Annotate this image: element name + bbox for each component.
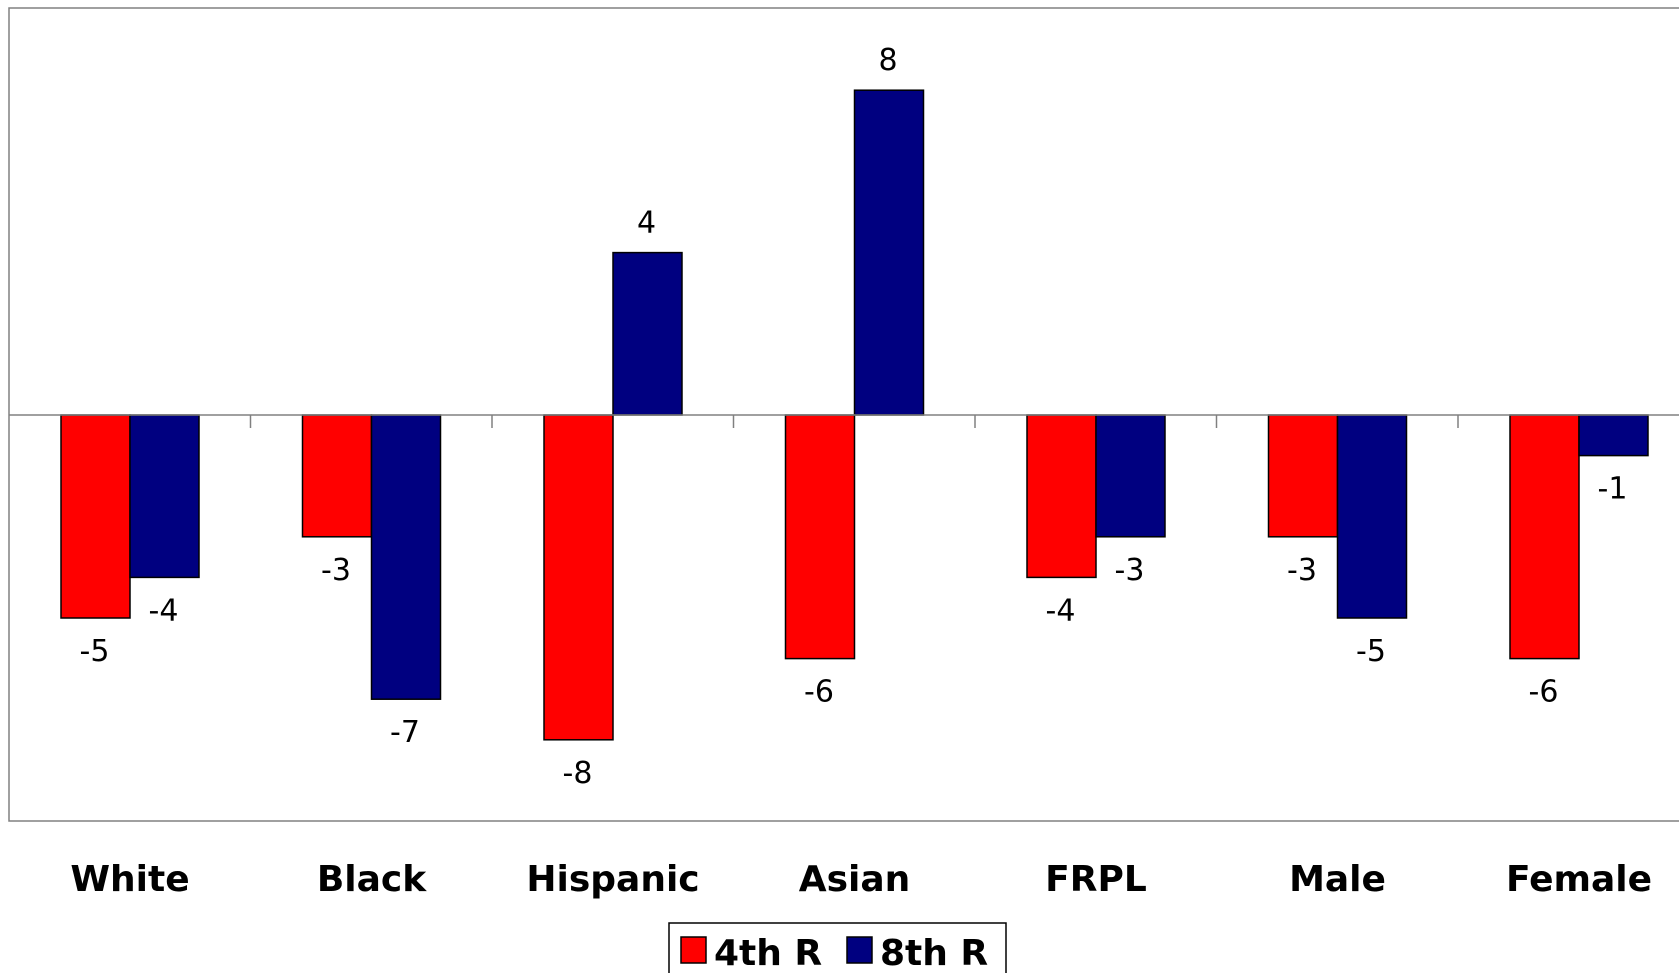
bar-male-8th-r bbox=[1336, 414, 1408, 619]
data-label-frpl-8th-r: -3 bbox=[1115, 553, 1145, 588]
legend-swatch-8th-r bbox=[846, 936, 873, 964]
data-label-asian-8th-r: 8 bbox=[878, 43, 897, 78]
data-label-hispanic-8th-r: 4 bbox=[637, 206, 656, 241]
category-label-frpl: FRPL bbox=[1045, 859, 1147, 900]
bar-black-8th-r bbox=[370, 414, 442, 700]
bars bbox=[60, 89, 1649, 741]
category-label-male: Male bbox=[1289, 859, 1386, 900]
category-label-white: White bbox=[70, 859, 189, 900]
bar-black-4th-r bbox=[301, 414, 373, 538]
bar-asian-8th-r bbox=[853, 89, 925, 416]
legend-swatch-4th-r bbox=[680, 936, 707, 964]
data-label-female-4th-r: -6 bbox=[1529, 675, 1559, 710]
legend: 4th R 8th R bbox=[668, 922, 1007, 973]
data-label-asian-4th-r: -6 bbox=[804, 675, 834, 710]
data-label-male-4th-r: -3 bbox=[1287, 553, 1317, 588]
data-labels: -5 -4 -3 -7 -8 4 -6 8 -4 -3 -3 -5 -6 -1 bbox=[80, 43, 1628, 791]
data-label-black-8th-r: -7 bbox=[390, 715, 420, 750]
bar-hispanic-4th-r bbox=[543, 414, 614, 741]
category-label-female: Female bbox=[1506, 859, 1652, 900]
legend-label-4th-r: 4th R bbox=[714, 933, 822, 973]
bar-asian-4th-r bbox=[784, 414, 856, 660]
data-label-white-4th-r: -5 bbox=[80, 634, 110, 669]
category-label-black: Black bbox=[317, 859, 427, 900]
data-label-hispanic-4th-r: -8 bbox=[563, 756, 593, 791]
category-labels: White Black Hispanic Asian FRPL Male Female bbox=[70, 859, 1652, 900]
category-label-asian: Asian bbox=[799, 859, 911, 900]
bar-white-4th-r bbox=[60, 414, 131, 619]
legend-label-8th-r: 8th R bbox=[880, 933, 988, 973]
bar-male-4th-r bbox=[1267, 414, 1339, 538]
bar-frpl-4th-r bbox=[1026, 414, 1097, 579]
axis-ticks bbox=[249, 415, 1459, 428]
bar-female-4th-r bbox=[1509, 414, 1580, 660]
bar-frpl-8th-r bbox=[1095, 414, 1166, 538]
bar-hispanic-8th-r bbox=[612, 251, 683, 416]
data-label-frpl-4th-r: -4 bbox=[1046, 593, 1076, 628]
legend-frame bbox=[668, 922, 1007, 973]
data-label-white-8th-r: -4 bbox=[149, 593, 179, 628]
bar-white-8th-r bbox=[129, 414, 200, 579]
data-label-male-8th-r: -5 bbox=[1356, 634, 1386, 669]
data-label-female-8th-r: -1 bbox=[1598, 472, 1628, 507]
category-label-hispanic: Hispanic bbox=[526, 859, 699, 900]
data-label-black-4th-r: -3 bbox=[321, 553, 351, 588]
bar-female-8th-r bbox=[1578, 414, 1649, 457]
